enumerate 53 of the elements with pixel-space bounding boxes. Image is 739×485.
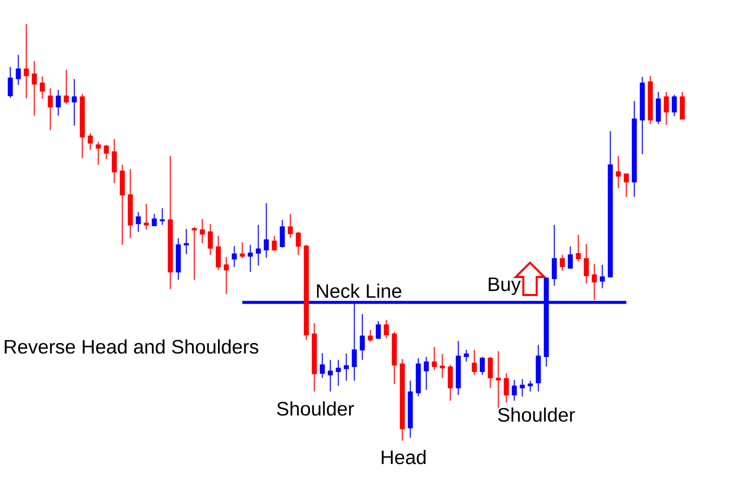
candlestick bbox=[472, 349, 477, 376]
candlestick bbox=[48, 88, 53, 130]
candlestick bbox=[336, 359, 341, 386]
candlestick bbox=[184, 228, 189, 255]
candlestick bbox=[232, 246, 237, 268]
candlestick bbox=[72, 78, 77, 126]
candlestick bbox=[408, 380, 413, 438]
candlestick bbox=[600, 264, 605, 289]
candlestick bbox=[312, 322, 317, 392]
candlestick bbox=[552, 224, 557, 286]
candlestick bbox=[136, 211, 141, 232]
candlestick bbox=[456, 340, 461, 396]
candlestick bbox=[440, 354, 445, 378]
candlestick bbox=[128, 168, 133, 239]
candlestick bbox=[248, 244, 253, 272]
candlestick bbox=[144, 204, 149, 230]
candlestick bbox=[504, 372, 509, 403]
candlestick bbox=[616, 156, 621, 189]
candlestick bbox=[264, 202, 269, 258]
candlestick bbox=[112, 138, 117, 184]
candlestick bbox=[528, 380, 533, 392]
series-label: Neck Line bbox=[317, 284, 402, 298]
candlestick bbox=[16, 54, 21, 86]
candlestick bbox=[432, 346, 437, 370]
annotation: Shoulder bbox=[277, 401, 354, 416]
candlestick bbox=[288, 214, 293, 238]
candlestick bbox=[584, 244, 589, 284]
candlestick bbox=[32, 60, 37, 116]
candlestick bbox=[24, 23, 29, 99]
candlestick bbox=[328, 359, 333, 392]
candlestick bbox=[400, 358, 405, 442]
candlestick bbox=[592, 264, 597, 300]
annotation: Shoulder bbox=[498, 407, 575, 422]
candlestick bbox=[664, 91, 669, 126]
candlestick bbox=[424, 356, 429, 390]
candlestick bbox=[168, 156, 173, 290]
candlestick bbox=[320, 352, 325, 378]
candlestick bbox=[8, 66, 13, 98]
candlestick bbox=[200, 218, 205, 244]
annotation: Buy bbox=[488, 278, 521, 296]
candlestick bbox=[536, 344, 541, 392]
candlestick bbox=[632, 100, 637, 198]
candlestick bbox=[224, 256, 229, 295]
candlestick bbox=[160, 208, 165, 226]
candlestick bbox=[176, 238, 181, 280]
candlestick bbox=[256, 224, 261, 266]
candlestick bbox=[496, 350, 501, 408]
text: Head bbox=[382, 450, 426, 464]
candlestick bbox=[208, 224, 213, 256]
candlestick bbox=[520, 378, 525, 398]
annotation: Reverse Head and Shoulders bbox=[4, 339, 258, 354]
candlestick bbox=[344, 353, 349, 382]
candlestick bbox=[360, 314, 365, 360]
